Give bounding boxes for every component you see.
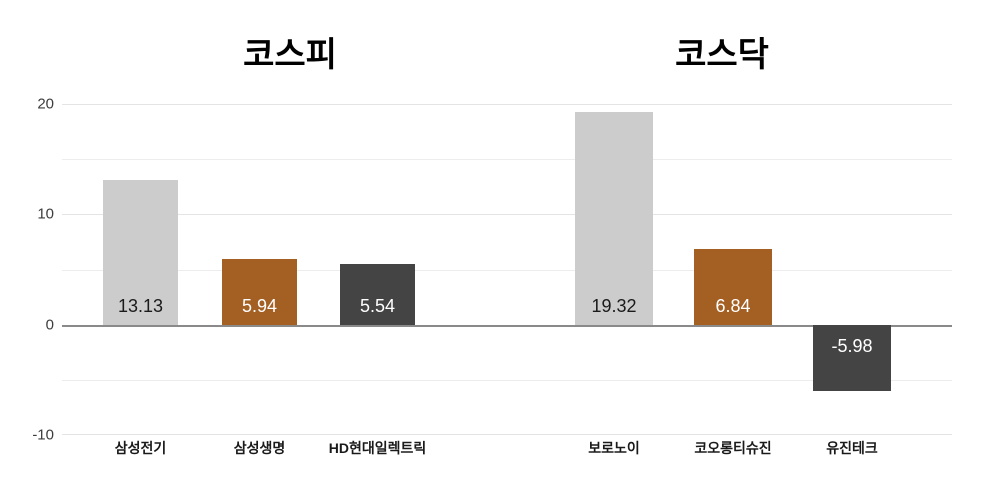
bar-hd-hyundai-electric[interactable]: 5.54	[340, 263, 415, 325]
y-tick-label-10: 10	[37, 205, 54, 223]
bar-value-label: 19.32	[591, 295, 637, 316]
gridline-minus5	[62, 380, 952, 382]
y-axis: 20 10 0 -10	[0, 97, 62, 443]
gridline-minus10	[62, 434, 952, 435]
y-tick-label-0: 0	[45, 316, 54, 334]
x-label-eugene-technology: 유진테크	[826, 440, 878, 456]
x-label-samsung-life: 삼성생명	[233, 440, 286, 456]
panel-title-kospi: 코스피	[243, 36, 337, 74]
bar-value-label: 5.94	[241, 295, 278, 316]
gridline-5	[62, 269, 952, 271]
plot-area: 13.13 5.94 5.54 19.32 6.84 -5.98	[62, 104, 952, 435]
zero-line	[62, 324, 952, 327]
bar-eugene-technology[interactable]: -5.98	[813, 324, 891, 391]
gridline-15	[62, 159, 952, 161]
bar-voronoi[interactable]: 19.32	[575, 111, 653, 325]
gridline-20	[62, 104, 952, 105]
bar-kolon-tissuegene[interactable]: 6.84	[694, 249, 772, 325]
bar-samsung-life[interactable]: 5.94	[222, 259, 297, 325]
x-label-samsung-electro-mechanics: 삼성전기	[114, 440, 167, 456]
bar-value-label: 6.84	[715, 295, 751, 316]
bar-value-label: 13.13	[117, 295, 164, 316]
x-label-kolon-tissuegene: 코오롱티슈진	[694, 440, 772, 456]
x-label-hd-hyundai-electric: HD현대일렉트릭	[328, 440, 427, 456]
bar-value-label: 5.54	[359, 295, 396, 316]
y-tick-label-20: 20	[37, 95, 54, 113]
bar-samsung-electro-mechanics[interactable]: 13.13	[103, 179, 178, 325]
y-tick-label-minus10: -10	[32, 426, 54, 444]
gridline-10	[62, 214, 952, 216]
panel-title-kosdaq: 코스닥	[675, 36, 769, 74]
x-label-voronoi: 보로노이	[588, 440, 640, 456]
bar-value-label: -5.98	[831, 335, 873, 356]
